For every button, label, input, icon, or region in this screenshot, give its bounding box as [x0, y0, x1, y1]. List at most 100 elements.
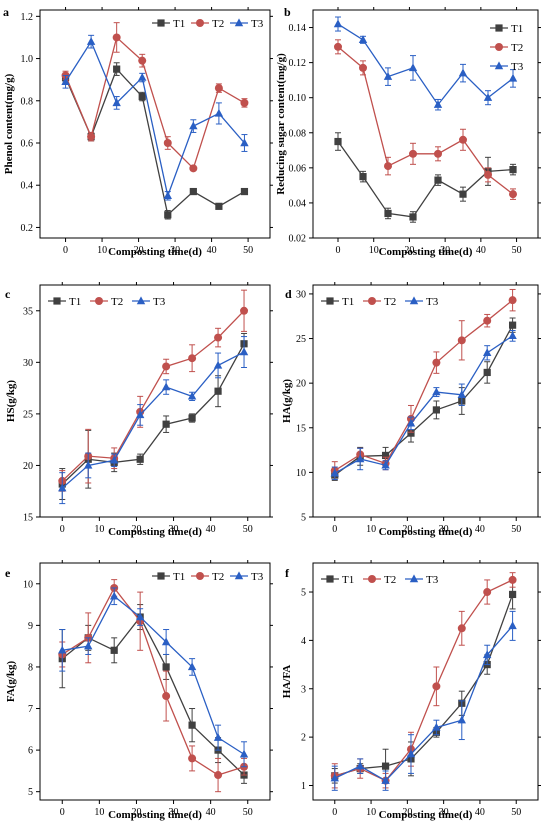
x-tick-label: 0: [63, 245, 68, 256]
plot-frame: [312, 284, 539, 518]
legend-item-T1: T1: [48, 296, 81, 308]
data-point: [161, 637, 171, 646]
legend: T1 T2 T3: [152, 18, 264, 30]
data-point: [359, 63, 367, 72]
y-tick-label: 20: [296, 379, 306, 390]
panel-letter: a: [3, 5, 9, 19]
y-tick-label: 5: [301, 588, 306, 599]
data-point: [508, 575, 517, 584]
data-point: [214, 333, 223, 342]
data-point: [434, 149, 442, 158]
legend: T1 T2 T3: [48, 296, 166, 308]
legend-item-T2: T2: [363, 296, 396, 308]
x-axis-title: Composting time(d): [108, 809, 202, 821]
data-point: [509, 166, 517, 174]
x-tick-label: 20: [131, 524, 141, 535]
data-point: [432, 722, 441, 731]
series-line: [61, 343, 245, 485]
legend-label: T2: [111, 296, 123, 308]
series-T3: [333, 16, 518, 111]
series-T3: [61, 34, 249, 201]
plot-frame: [312, 9, 539, 239]
legend-label: T3: [153, 296, 166, 308]
data-point: [136, 455, 144, 463]
x-axis-title: Composting time(d): [379, 246, 473, 258]
legend-label: T1: [173, 571, 185, 583]
legend-item-T1: T1: [152, 571, 185, 583]
series-line: [61, 586, 245, 776]
data-point: [355, 761, 365, 770]
y-tick-label: 25: [23, 409, 33, 420]
legend-marker: [409, 574, 419, 583]
legend: T1 T2 T3: [321, 296, 439, 308]
legend-item-T2: T2: [191, 18, 224, 30]
y-tick-label: 0.12: [289, 58, 307, 69]
y-tick-label: 9: [28, 621, 33, 632]
series-T1: [334, 132, 517, 223]
data-point: [330, 468, 339, 477]
data-point: [383, 72, 393, 80]
legend-label: T2: [384, 574, 396, 586]
data-point: [109, 591, 119, 600]
legend-marker: [495, 24, 503, 32]
series-line: [64, 67, 245, 217]
legend-marker: [136, 296, 146, 305]
plot-frame: [39, 562, 271, 801]
data-point: [381, 776, 390, 784]
series-line: [62, 595, 245, 755]
legend-item-T3: T3: [405, 296, 439, 308]
panel-letter: d: [285, 287, 292, 301]
series-line: [337, 23, 514, 106]
legend-marker: [326, 575, 334, 583]
legend-label: T1: [69, 296, 81, 308]
x-axis-title: Composting time(d): [379, 809, 473, 821]
legend-marker: [368, 575, 376, 583]
data-point: [406, 749, 416, 758]
x-tick-label: 0: [336, 245, 341, 256]
x-tick-label: 10: [369, 245, 379, 256]
data-point: [432, 682, 441, 691]
y-tick-label: 0.4: [21, 181, 34, 192]
panel-letter: c: [5, 287, 11, 301]
x-tick-label: 50: [243, 807, 253, 818]
series-T1: [331, 579, 517, 784]
legend-marker: [494, 61, 504, 70]
data-point: [484, 170, 492, 179]
data-point: [188, 754, 197, 763]
data-point: [483, 588, 492, 597]
data-point: [58, 645, 67, 654]
x-tick-label: 40: [475, 807, 485, 818]
legend-item-T1: T1: [490, 23, 523, 35]
data-point: [457, 336, 466, 345]
y-axis-title: FA(g/kg): [5, 660, 17, 702]
x-tick-label: 20: [402, 807, 412, 818]
legend-marker: [409, 296, 419, 305]
data-point: [508, 331, 517, 340]
legend-label: T2: [212, 18, 224, 30]
x-tick-label: 20: [404, 245, 414, 256]
series-T2: [61, 22, 249, 173]
data-point: [162, 663, 170, 671]
data-point: [459, 190, 467, 198]
y-tick-label: 5: [301, 513, 306, 524]
x-tick-label: 10: [94, 807, 104, 818]
series-line: [65, 40, 245, 199]
x-tick-label: 20: [402, 524, 412, 535]
y-tick-label: 8: [28, 662, 33, 673]
y-tick-label: 2: [301, 733, 306, 744]
data-point: [330, 773, 339, 782]
series-T1: [58, 604, 248, 784]
legend: T1 T2 T3: [321, 574, 439, 586]
data-point: [109, 455, 119, 464]
legend-item-T3: T3: [230, 18, 264, 30]
legend: T1 T2 T3: [152, 571, 264, 583]
x-tick-label: 10: [97, 245, 107, 256]
data-point: [406, 418, 416, 427]
data-point: [509, 190, 517, 199]
data-point: [333, 19, 343, 28]
data-point: [188, 721, 196, 729]
panel-f: 0 10 20 30 40 50 1 2 3 4 5 Composting time(d) HA/FA f…: [281, 560, 541, 821]
legend-label: T1: [173, 18, 185, 30]
data-point: [432, 406, 440, 414]
